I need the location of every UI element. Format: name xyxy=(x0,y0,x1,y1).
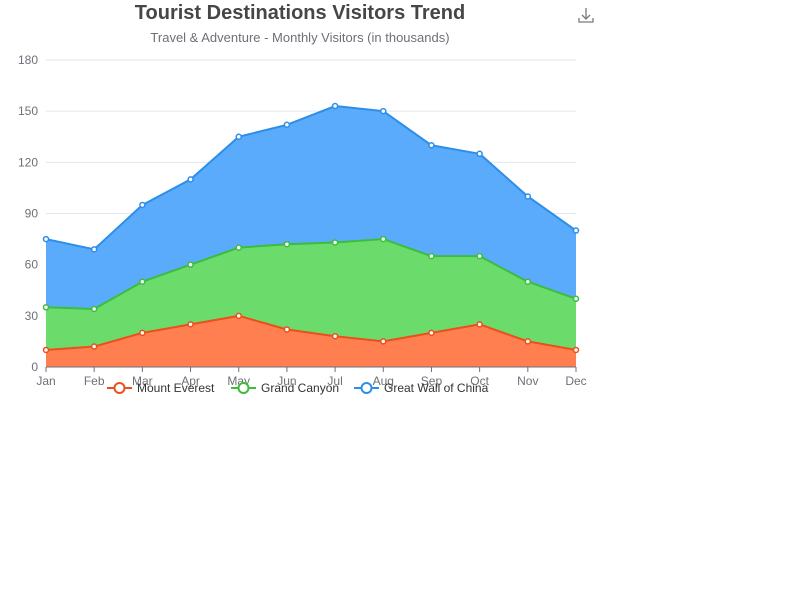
data-point[interactable] xyxy=(524,193,532,200)
x-tick-label: Apr xyxy=(181,374,200,388)
data-point[interactable] xyxy=(283,121,291,129)
data-point[interactable] xyxy=(380,235,387,243)
legend-marker-icon xyxy=(360,382,373,394)
legend-item[interactable]: Mount Everest xyxy=(107,381,215,395)
data-point[interactable] xyxy=(572,295,580,303)
data-point[interactable] xyxy=(283,326,291,333)
data-point[interactable] xyxy=(428,329,435,337)
download-icon[interactable] xyxy=(576,5,596,25)
area-great-wall-of-china xyxy=(46,106,576,310)
legend-marker-icon xyxy=(113,382,126,394)
x-tick-label: Jul xyxy=(327,374,342,388)
area-fills xyxy=(46,106,576,367)
legend-label: Great Wall of China xyxy=(384,381,489,395)
y-tick-label: 150 xyxy=(18,104,38,118)
data-point[interactable] xyxy=(331,239,339,246)
data-point[interactable] xyxy=(476,150,483,158)
data-point[interactable] xyxy=(331,333,339,340)
y-tick-label: 90 xyxy=(25,207,39,221)
data-point[interactable] xyxy=(476,321,483,328)
data-point[interactable] xyxy=(42,304,50,311)
chart-subtitle: Travel & Adventure - Monthly Visitors (i… xyxy=(150,30,449,45)
data-point[interactable] xyxy=(380,338,387,345)
x-tick-label: Sep xyxy=(421,374,443,388)
legend-label: Mount Everest xyxy=(137,381,215,395)
x-tick-label: Feb xyxy=(84,374,105,388)
legend-item[interactable]: Grand Canyon xyxy=(231,381,339,395)
data-point[interactable] xyxy=(524,278,532,285)
series-line xyxy=(45,105,577,251)
x-tick-label: Dec xyxy=(565,374,586,388)
x-tick-label: Aug xyxy=(373,374,394,388)
data-point[interactable] xyxy=(572,227,580,234)
y-tick-label: 120 xyxy=(18,155,38,169)
x-tick-label: Jun xyxy=(277,374,296,388)
series-line xyxy=(45,238,577,311)
data-point[interactable] xyxy=(283,240,291,248)
area-grand-canyon xyxy=(46,239,576,350)
x-tick-label: Nov xyxy=(517,374,538,388)
data-point[interactable] xyxy=(476,252,483,260)
data-point[interactable] xyxy=(90,343,98,350)
y-tick-label: 60 xyxy=(25,258,39,272)
data-point[interactable] xyxy=(139,278,146,285)
y-tick-label: 30 xyxy=(25,309,39,323)
data-point[interactable] xyxy=(428,142,435,149)
legend[interactable]: Mount Everest Grand Canyon Great Wall of C… xyxy=(107,381,489,395)
data-point[interactable] xyxy=(139,329,146,337)
data-point[interactable] xyxy=(380,107,387,115)
data-point[interactable] xyxy=(90,305,98,313)
data-point[interactable] xyxy=(235,244,242,251)
y-tick-label: 180 xyxy=(18,53,38,67)
data-point[interactable] xyxy=(428,252,435,260)
x-tick-label: Jan xyxy=(36,374,55,388)
data-point[interactable] xyxy=(235,312,242,320)
data-point[interactable] xyxy=(139,201,146,209)
data-point[interactable] xyxy=(187,261,194,268)
data-points xyxy=(42,102,580,354)
data-point[interactable] xyxy=(235,133,242,140)
legend-item[interactable]: Great Wall of China xyxy=(354,381,489,395)
data-point[interactable] xyxy=(572,346,580,354)
series-lines xyxy=(45,105,577,351)
data-point[interactable] xyxy=(42,346,50,354)
x-tick-label: Oct xyxy=(470,374,489,388)
data-point[interactable] xyxy=(187,321,194,328)
data-point[interactable] xyxy=(187,176,194,183)
data-point[interactable] xyxy=(524,338,532,345)
data-point[interactable] xyxy=(331,102,339,110)
y-tick-label: 0 xyxy=(31,360,38,374)
x-tick-label: Mar xyxy=(132,374,153,388)
area-mount-everest xyxy=(46,315,576,367)
data-point[interactable] xyxy=(42,235,50,243)
series-line xyxy=(45,314,577,351)
data-point[interactable] xyxy=(90,246,98,253)
chart-title: Tourist Destinations Visitors Trend xyxy=(135,2,465,24)
legend-label: Grand Canyon xyxy=(261,381,339,395)
legend-marker-icon xyxy=(237,382,250,394)
